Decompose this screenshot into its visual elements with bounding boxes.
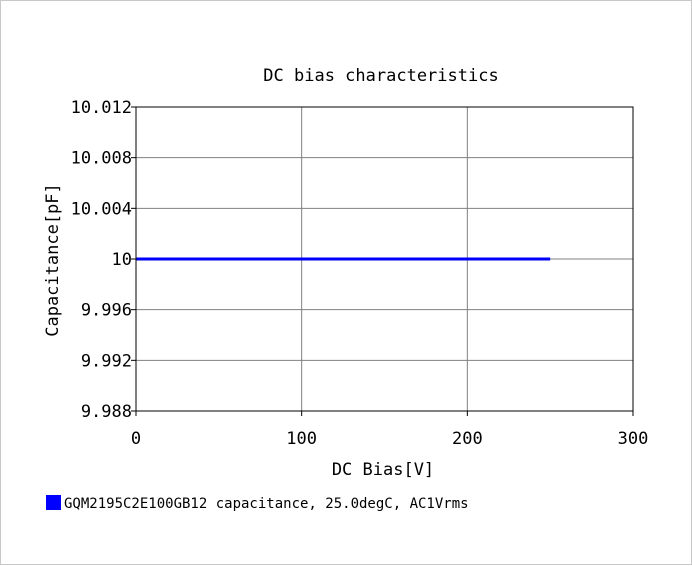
legend-entry: GQM2195C2E100GB12 capacitance, 25.0degC,… bbox=[64, 496, 469, 512]
x-tick-labels: 0 100 200 300 bbox=[131, 411, 648, 449]
chart-title: DC bias characteristics bbox=[263, 66, 498, 86]
y-tick-label: 10.004 bbox=[71, 199, 132, 219]
x-axis-label: DC Bias[V] bbox=[332, 460, 434, 480]
y-tick-label: 10.012 bbox=[71, 98, 132, 118]
x-tick-label: 200 bbox=[452, 429, 483, 449]
y-tick-label: 9.992 bbox=[81, 351, 132, 371]
x-tick-label: 100 bbox=[286, 429, 317, 449]
y-tick-label: 9.988 bbox=[81, 402, 132, 422]
plot-area-border bbox=[135, 106, 634, 412]
y-tick-labels: 10.012 10.008 10.004 10 9.996 9.992 9.988 bbox=[71, 98, 136, 422]
legend-swatch bbox=[46, 495, 61, 510]
y-tick-label: 10.008 bbox=[71, 149, 132, 169]
x-tick-label: 300 bbox=[618, 429, 649, 449]
x-tick-label: 0 bbox=[131, 429, 141, 449]
y-axis-label: Capacitance[pF] bbox=[43, 183, 63, 337]
y-tick-label: 9.996 bbox=[81, 301, 132, 321]
y-tick-label: 10 bbox=[112, 250, 132, 270]
